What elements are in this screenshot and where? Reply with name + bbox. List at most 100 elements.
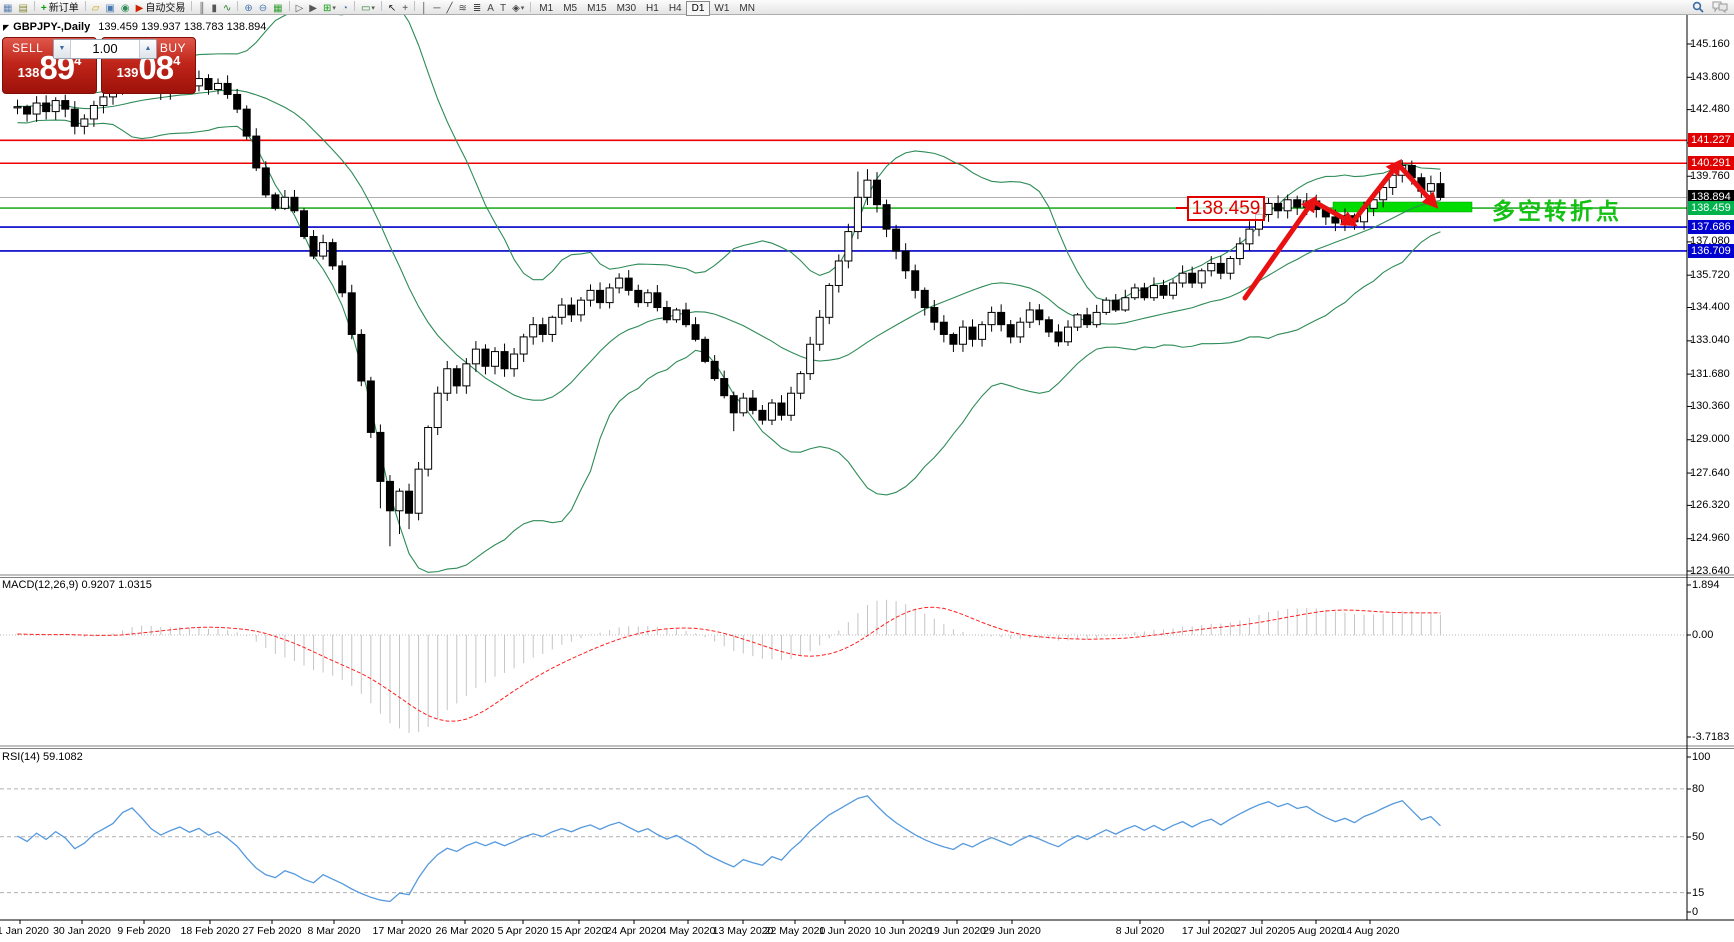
toolbar-separator: [237, 1, 239, 11]
date-label: 21 Jan 2020: [0, 925, 49, 937]
price-tick-label: 142.480: [1690, 103, 1730, 116]
volume-input[interactable]: 1.00: [92, 41, 118, 56]
text-label-icon[interactable]: T: [499, 3, 507, 14]
autotrading-icon[interactable]: ▶ 自动交易: [135, 3, 186, 14]
price-tag-138459: 138.459: [1187, 196, 1265, 221]
new-chart-icon[interactable]: ⊞ ▾: [322, 3, 336, 14]
search-icon[interactable]: [1692, 1, 1704, 13]
chat-icon[interactable]: [1712, 1, 1728, 13]
date-label: 29 Jun 2020: [983, 925, 1041, 937]
terminal-icon[interactable]: ▣: [105, 3, 115, 14]
cursor-icon[interactable]: ↖: [387, 3, 397, 14]
rsi-axis-label: 50: [1692, 830, 1705, 843]
auto-scroll-icon[interactable]: ▷: [295, 3, 304, 14]
chart-corner-icon: ◤: [3, 23, 10, 32]
price-marker-label: 138.459: [1688, 201, 1734, 216]
date-label: 15 Apr 2020: [550, 925, 608, 937]
sell-label: SELL: [12, 41, 44, 55]
price-tick-label: 134.400: [1690, 301, 1730, 313]
main-toolbar: ▦ ▤ + 新订单 ▱ ▣ ◉ ▶ 自动交易 ║ ▮ ∿ ⊕ ⊖ ▦ ▷ ▶ ⊞ ▾ ◔ ▭ ▾ ↖ + │ ─ ╱ ≋ ≣ A T ◈ ▾ M…: [0, 0, 1734, 16]
timeframe-m30-button[interactable]: M30: [616, 3, 637, 14]
rsi-axis-label: 0: [1692, 905, 1699, 918]
price-tick-label: 124.960: [1690, 532, 1730, 545]
bar-chart-mode-icon[interactable]: ║: [198, 3, 206, 14]
candle-chart-mode-icon[interactable]: ▮: [211, 3, 217, 14]
crosshair-icon[interactable]: +: [402, 3, 409, 14]
price-tick-label: 139.760: [1690, 169, 1730, 182]
rsi-label: RSI(14) 59.1082: [2, 751, 83, 763]
symbol-name: GBPJPY-,Daily: [13, 21, 91, 33]
date-label: 24 Apr 2020: [605, 925, 663, 937]
charts-window-icon[interactable]: ▦: [3, 3, 13, 14]
timeframe-h1-button[interactable]: H1: [646, 3, 659, 14]
one-click-trading-panel: SELL 138894 BUY 139084 ▼ 1.00 ▲: [2, 37, 196, 95]
price-tick-label: 123.640: [1690, 564, 1730, 577]
new-order-icon[interactable]: + 新订单: [40, 3, 79, 14]
period-clock-icon[interactable]: ◔: [341, 3, 348, 14]
price-marker-label: 140.291: [1688, 156, 1734, 171]
buy-label: BUY: [159, 41, 186, 55]
date-label: 27 Jul 2020: [1234, 925, 1290, 937]
price-tick-label: 143.800: [1690, 70, 1730, 83]
toolbar-separator: [84, 1, 86, 11]
styler-icon[interactable]: ▱: [91, 3, 100, 14]
rsi-axis-label: 80: [1692, 782, 1705, 795]
line-chart-mode-icon[interactable]: ∿: [222, 3, 232, 14]
date-label: 4 May 2020: [660, 925, 716, 937]
price-marker-label: 136.709: [1688, 243, 1734, 258]
horizontal-line-icon[interactable]: ─: [433, 3, 441, 14]
timeframe-d1-button[interactable]: D1: [685, 1, 711, 16]
trendline-icon[interactable]: ╱: [446, 3, 453, 14]
vertical-line-icon[interactable]: │: [421, 3, 428, 14]
volume-increase-button[interactable]: ▲: [139, 40, 156, 58]
price-tick-label: 130.360: [1690, 399, 1730, 412]
price-marker-label: 138.894: [1688, 190, 1734, 205]
toolbar-separator: [414, 1, 416, 11]
toolbar-right: [1684, 1, 1734, 13]
date-label: 18 Feb 2020: [180, 925, 240, 937]
macd-axis-label: -3.7183: [1692, 730, 1730, 743]
zoom-out-icon[interactable]: ⊖: [258, 3, 268, 14]
toolbar-separator: [353, 1, 355, 11]
timeframe-w1-button[interactable]: W1: [714, 3, 730, 14]
toolbar-separator: [191, 1, 193, 11]
price-marker-label: 141.227: [1688, 133, 1734, 148]
toolbar-groups: ▦ ▤ + 新订单 ▱ ▣ ◉ ▶ 自动交易 ║ ▮ ∿ ⊕ ⊖ ▦ ▷ ▶ ⊞ ▾ ◔ ▭ ▾ ↖ + │ ─ ╱ ≋ ≣ A T ◈ ▾: [0, 0, 527, 16]
chart-list-icon[interactable]: ▤: [18, 3, 28, 14]
date-label: 19 Jun 2020: [928, 925, 986, 937]
timeframe-mn-button[interactable]: MN: [739, 3, 755, 14]
macd-axis-label: 1.894: [1692, 578, 1720, 591]
symbol-ohlc-values: 139.459 139.937 138.783 138.894: [98, 21, 267, 33]
timeframe-m1-button[interactable]: M1: [539, 3, 554, 14]
arrows-icon[interactable]: ◈ ▾: [512, 3, 525, 14]
tile-windows-icon[interactable]: ▦: [273, 3, 283, 14]
volume-decrease-button[interactable]: ▼: [54, 40, 71, 58]
date-label: 5 Aug 2020: [1289, 925, 1343, 937]
date-label: 26 Mar 2020: [435, 925, 495, 937]
timeframe-m15-button[interactable]: M15: [587, 3, 607, 14]
date-label: 14 Aug 2020: [1340, 925, 1400, 937]
toolbar-separator: [530, 2, 532, 12]
price-tick-label: 145.160: [1690, 37, 1730, 50]
turning-point-annotation: 多空转折点: [1492, 198, 1622, 224]
date-label: 1 Jun 2020: [819, 925, 871, 937]
price-tag-leader: [1176, 207, 1187, 209]
timeframe-m5-button[interactable]: M5: [563, 3, 578, 14]
date-label: 30 Jan 2020: [53, 925, 111, 937]
date-label: 17 Jul 2020: [1181, 925, 1237, 937]
timeframe-toolbar: M1 M5 M15 M30 H1 H4 D1 W1 MN: [534, 0, 760, 16]
timeframe-h4-button[interactable]: H4: [668, 3, 682, 14]
price-tick-label: 131.680: [1690, 367, 1730, 380]
date-label: 27 Feb 2020: [242, 925, 302, 937]
fibonacci-icon[interactable]: ≣: [472, 3, 482, 14]
zoom-in-icon[interactable]: ⊕: [244, 3, 253, 14]
macd-label: MACD(12,26,9) 0.9207 1.0315: [2, 579, 152, 591]
text-icon[interactable]: A: [487, 3, 494, 14]
chart-profile-icon[interactable]: ▭ ▾: [360, 3, 375, 14]
price-tick-label: 129.000: [1690, 433, 1730, 446]
chart-shift-icon[interactable]: ▶: [309, 3, 317, 14]
equidistant-channel-icon[interactable]: ≋: [458, 3, 467, 14]
signals-icon[interactable]: ◉: [120, 3, 130, 14]
